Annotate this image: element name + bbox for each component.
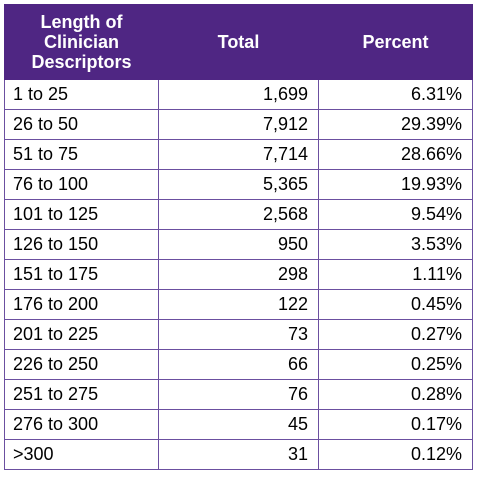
cell-length-range: 251 to 275: [4, 379, 159, 410]
cell-total: 298: [158, 259, 319, 290]
cell-total: 950: [158, 229, 319, 260]
table-row: 1 to 25 1,699 6.31%: [4, 79, 473, 110]
header-length-of-clinician-descriptors: Length of Clinician Descriptors: [4, 4, 159, 80]
cell-percent: 0.27%: [318, 319, 473, 350]
cell-percent: 0.12%: [318, 439, 473, 470]
table-body: 1 to 25 1,699 6.31% 26 to 50 7,912 29.39% 51 t…: [4, 79, 473, 470]
cell-percent: 0.17%: [318, 409, 473, 440]
cell-total: 76: [158, 379, 319, 410]
cell-total: 45: [158, 409, 319, 440]
cell-percent: 1.11%: [318, 259, 473, 290]
table-header: Length of Clinician Descriptors Total Pe…: [4, 4, 473, 80]
cell-length-range: 126 to 150: [4, 229, 159, 260]
cell-total: 5,365: [158, 169, 319, 200]
table-row: 226 to 250 66 0.25%: [4, 349, 473, 380]
cell-total: 1,699: [158, 79, 319, 110]
table-row: 251 to 275 76 0.28%: [4, 379, 473, 410]
table-row: 51 to 75 7,714 28.66%: [4, 139, 473, 170]
header-row: Length of Clinician Descriptors Total Pe…: [4, 4, 473, 80]
cell-total: 73: [158, 319, 319, 350]
cell-percent: 29.39%: [318, 109, 473, 140]
cell-length-range: 276 to 300: [4, 409, 159, 440]
header-line: Clinician: [43, 32, 119, 52]
table-row: 26 to 50 7,912 29.39%: [4, 109, 473, 140]
cell-percent: 3.53%: [318, 229, 473, 260]
cell-length-range: 1 to 25: [4, 79, 159, 110]
header-line: Descriptors: [31, 52, 132, 72]
cell-percent: 0.45%: [318, 289, 473, 320]
cell-total: 7,912: [158, 109, 319, 140]
table-row: >300 31 0.12%: [4, 439, 473, 470]
cell-length-range: 76 to 100: [4, 169, 159, 200]
cell-percent: 9.54%: [318, 199, 473, 230]
cell-percent: 6.31%: [318, 79, 473, 110]
cell-length-range: 151 to 175: [4, 259, 159, 290]
table-row: 176 to 200 122 0.45%: [4, 289, 473, 320]
cell-total: 7,714: [158, 139, 319, 170]
table-row: 151 to 175 298 1.11%: [4, 259, 473, 290]
cell-percent: 0.28%: [318, 379, 473, 410]
table-row: 76 to 100 5,365 19.93%: [4, 169, 473, 200]
header-percent: Percent: [318, 4, 473, 80]
cell-total: 122: [158, 289, 319, 320]
cell-length-range: 201 to 225: [4, 319, 159, 350]
descriptor-length-table: Length of Clinician Descriptors Total Pe…: [4, 4, 473, 470]
cell-length-range: 101 to 125: [4, 199, 159, 230]
cell-length-range: 226 to 250: [4, 349, 159, 380]
cell-length-range: >300: [4, 439, 159, 470]
header-line: Length of: [40, 12, 123, 32]
cell-percent: 0.25%: [318, 349, 473, 380]
cell-total: 31: [158, 439, 319, 470]
cell-length-range: 51 to 75: [4, 139, 159, 170]
table-row: 276 to 300 45 0.17%: [4, 409, 473, 440]
cell-total: 2,568: [158, 199, 319, 230]
table-row: 126 to 150 950 3.53%: [4, 229, 473, 260]
cell-percent: 28.66%: [318, 139, 473, 170]
table-row: 101 to 125 2,568 9.54%: [4, 199, 473, 230]
cell-length-range: 26 to 50: [4, 109, 159, 140]
cell-length-range: 176 to 200: [4, 289, 159, 320]
cell-total: 66: [158, 349, 319, 380]
cell-percent: 19.93%: [318, 169, 473, 200]
header-total: Total: [158, 4, 319, 80]
table-row: 201 to 225 73 0.27%: [4, 319, 473, 350]
